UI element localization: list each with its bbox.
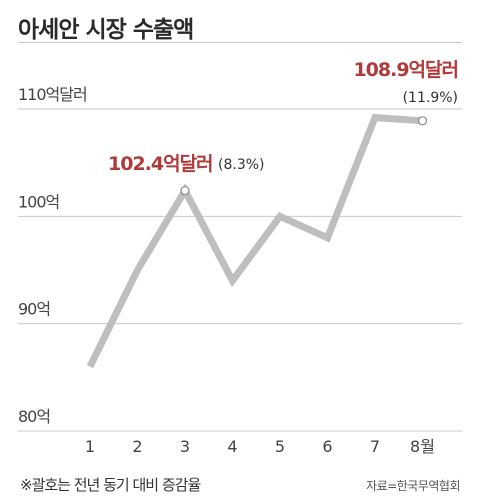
x-tick-label: 7 [370, 437, 380, 456]
x-tick-label: 5 [275, 437, 285, 456]
data-label-pct: (11.9%) [403, 90, 458, 106]
y-tick-label: 110억달러 [18, 85, 87, 104]
line-chart: 110억달러 100억 90억 80억 1 2 3 4 5 6 7 8월 102.4억달러 (8.3%)… [18, 59, 462, 456]
source-credit: 자료=한국무역협회 [366, 479, 460, 493]
chart-title: 아세안 시장 수출액 [18, 17, 194, 43]
title-divider [18, 42, 462, 43]
series-line [86, 113, 423, 369]
x-tick-label: 3 [180, 437, 190, 456]
x-tick-label: 6 [322, 437, 332, 456]
y-tick-label: 90억 [18, 300, 50, 319]
x-tick-label: 4 [227, 437, 237, 456]
y-tick-label: 100억 [18, 192, 59, 211]
data-label-value: 108.9억달러 [353, 59, 458, 81]
data-point-marker [180, 185, 190, 196]
y-tick-label: 80억 [18, 407, 50, 426]
x-tick-label: 2 [132, 437, 142, 456]
data-label-pct: (8.3%) [218, 157, 265, 173]
x-tick-label: 1 [85, 437, 95, 456]
data-point-marker [417, 116, 428, 126]
footnote: ※괄호는 전년 동기 대비 증감율 [20, 476, 201, 494]
x-tick-label: 8월 [410, 437, 435, 456]
data-label-value: 102.4억달러 [108, 153, 213, 175]
